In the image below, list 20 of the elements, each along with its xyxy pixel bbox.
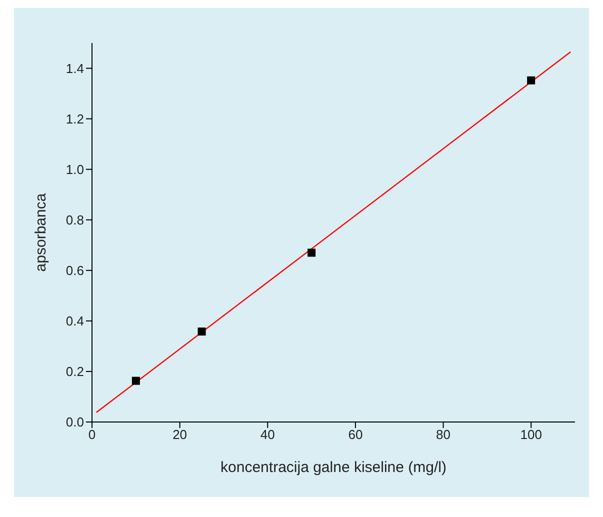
y-tick-label: 0.8	[66, 212, 84, 228]
point	[527, 76, 536, 84]
x-tick-label: 60	[348, 427, 363, 442]
x-tick-label: 40	[260, 427, 275, 442]
y-tick-label: 1.0	[66, 162, 84, 177]
x-tick-label: 100	[520, 427, 542, 442]
y-tick-label: 1.2	[66, 111, 84, 126]
x-tick-label: 80	[436, 427, 451, 442]
y-tick-label: 0.2	[66, 364, 84, 380]
y-tick-label: 0.0	[66, 414, 84, 430]
point	[308, 248, 316, 257]
point	[132, 376, 140, 385]
y-tick-label: 1.4	[66, 60, 84, 76]
point	[198, 328, 206, 336]
y-tick-label: 0.4	[66, 314, 84, 329]
x-axis-title: koncentracija galne kiseline (mg/l)	[220, 459, 446, 476]
x-tick-label: 20	[172, 427, 188, 442]
y-tick-label: 0.6	[66, 263, 84, 278]
x-tick-label: 0	[88, 427, 96, 442]
y-axis-title: apsorbanca	[32, 192, 50, 272]
